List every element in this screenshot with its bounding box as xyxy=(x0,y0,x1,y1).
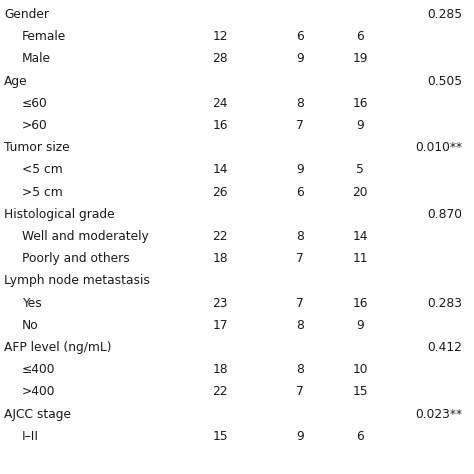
Text: 15: 15 xyxy=(212,430,228,443)
Text: 0.010**: 0.010** xyxy=(415,141,462,154)
Text: 26: 26 xyxy=(212,186,228,199)
Text: 0.870: 0.870 xyxy=(427,208,462,221)
Text: >400: >400 xyxy=(22,385,55,399)
Text: 6: 6 xyxy=(356,430,364,443)
Text: 9: 9 xyxy=(296,430,304,443)
Text: 28: 28 xyxy=(212,53,228,65)
Text: Female: Female xyxy=(22,30,66,43)
Text: 22: 22 xyxy=(212,385,228,399)
Text: 16: 16 xyxy=(352,297,368,310)
Text: Histological grade: Histological grade xyxy=(4,208,115,221)
Text: 12: 12 xyxy=(212,30,228,43)
Text: 8: 8 xyxy=(296,319,304,332)
Text: I–II: I–II xyxy=(22,430,39,443)
Text: ≤60: ≤60 xyxy=(22,97,48,110)
Text: 11: 11 xyxy=(352,252,368,265)
Text: Tumor size: Tumor size xyxy=(4,141,70,154)
Text: 17: 17 xyxy=(212,319,228,332)
Text: 6: 6 xyxy=(296,186,304,199)
Text: 7: 7 xyxy=(296,252,304,265)
Text: Male: Male xyxy=(22,53,51,65)
Text: 14: 14 xyxy=(352,230,368,243)
Text: 0.283: 0.283 xyxy=(427,297,462,310)
Text: 9: 9 xyxy=(356,319,364,332)
Text: 10: 10 xyxy=(352,363,368,376)
Text: ≤400: ≤400 xyxy=(22,363,55,376)
Text: 8: 8 xyxy=(296,363,304,376)
Text: AFP level (ng/mL): AFP level (ng/mL) xyxy=(4,341,111,354)
Text: 14: 14 xyxy=(212,164,228,176)
Text: 19: 19 xyxy=(352,53,368,65)
Text: Lymph node metastasis: Lymph node metastasis xyxy=(4,274,150,287)
Text: Age: Age xyxy=(4,74,27,88)
Text: Yes: Yes xyxy=(22,297,42,310)
Text: <5 cm: <5 cm xyxy=(22,164,63,176)
Text: 24: 24 xyxy=(212,97,228,110)
Text: 18: 18 xyxy=(212,252,228,265)
Text: 7: 7 xyxy=(296,119,304,132)
Text: 0.023**: 0.023** xyxy=(415,408,462,420)
Text: Gender: Gender xyxy=(4,8,49,21)
Text: 9: 9 xyxy=(296,53,304,65)
Text: 8: 8 xyxy=(296,97,304,110)
Text: 22: 22 xyxy=(212,230,228,243)
Text: 6: 6 xyxy=(296,30,304,43)
Text: 20: 20 xyxy=(352,186,368,199)
Text: 9: 9 xyxy=(356,119,364,132)
Text: 6: 6 xyxy=(356,30,364,43)
Text: Well and moderately: Well and moderately xyxy=(22,230,149,243)
Text: 16: 16 xyxy=(212,119,228,132)
Text: 7: 7 xyxy=(296,385,304,399)
Text: 0.412: 0.412 xyxy=(427,341,462,354)
Text: 7: 7 xyxy=(296,297,304,310)
Text: 5: 5 xyxy=(356,164,364,176)
Text: 16: 16 xyxy=(352,97,368,110)
Text: 9: 9 xyxy=(296,164,304,176)
Text: 23: 23 xyxy=(212,297,228,310)
Text: AJCC stage: AJCC stage xyxy=(4,408,71,420)
Text: 0.285: 0.285 xyxy=(427,8,462,21)
Text: 18: 18 xyxy=(212,363,228,376)
Text: >60: >60 xyxy=(22,119,48,132)
Text: 15: 15 xyxy=(352,385,368,399)
Text: Poorly and others: Poorly and others xyxy=(22,252,130,265)
Text: No: No xyxy=(22,319,39,332)
Text: 0.505: 0.505 xyxy=(427,74,462,88)
Text: 8: 8 xyxy=(296,230,304,243)
Text: >5 cm: >5 cm xyxy=(22,186,63,199)
